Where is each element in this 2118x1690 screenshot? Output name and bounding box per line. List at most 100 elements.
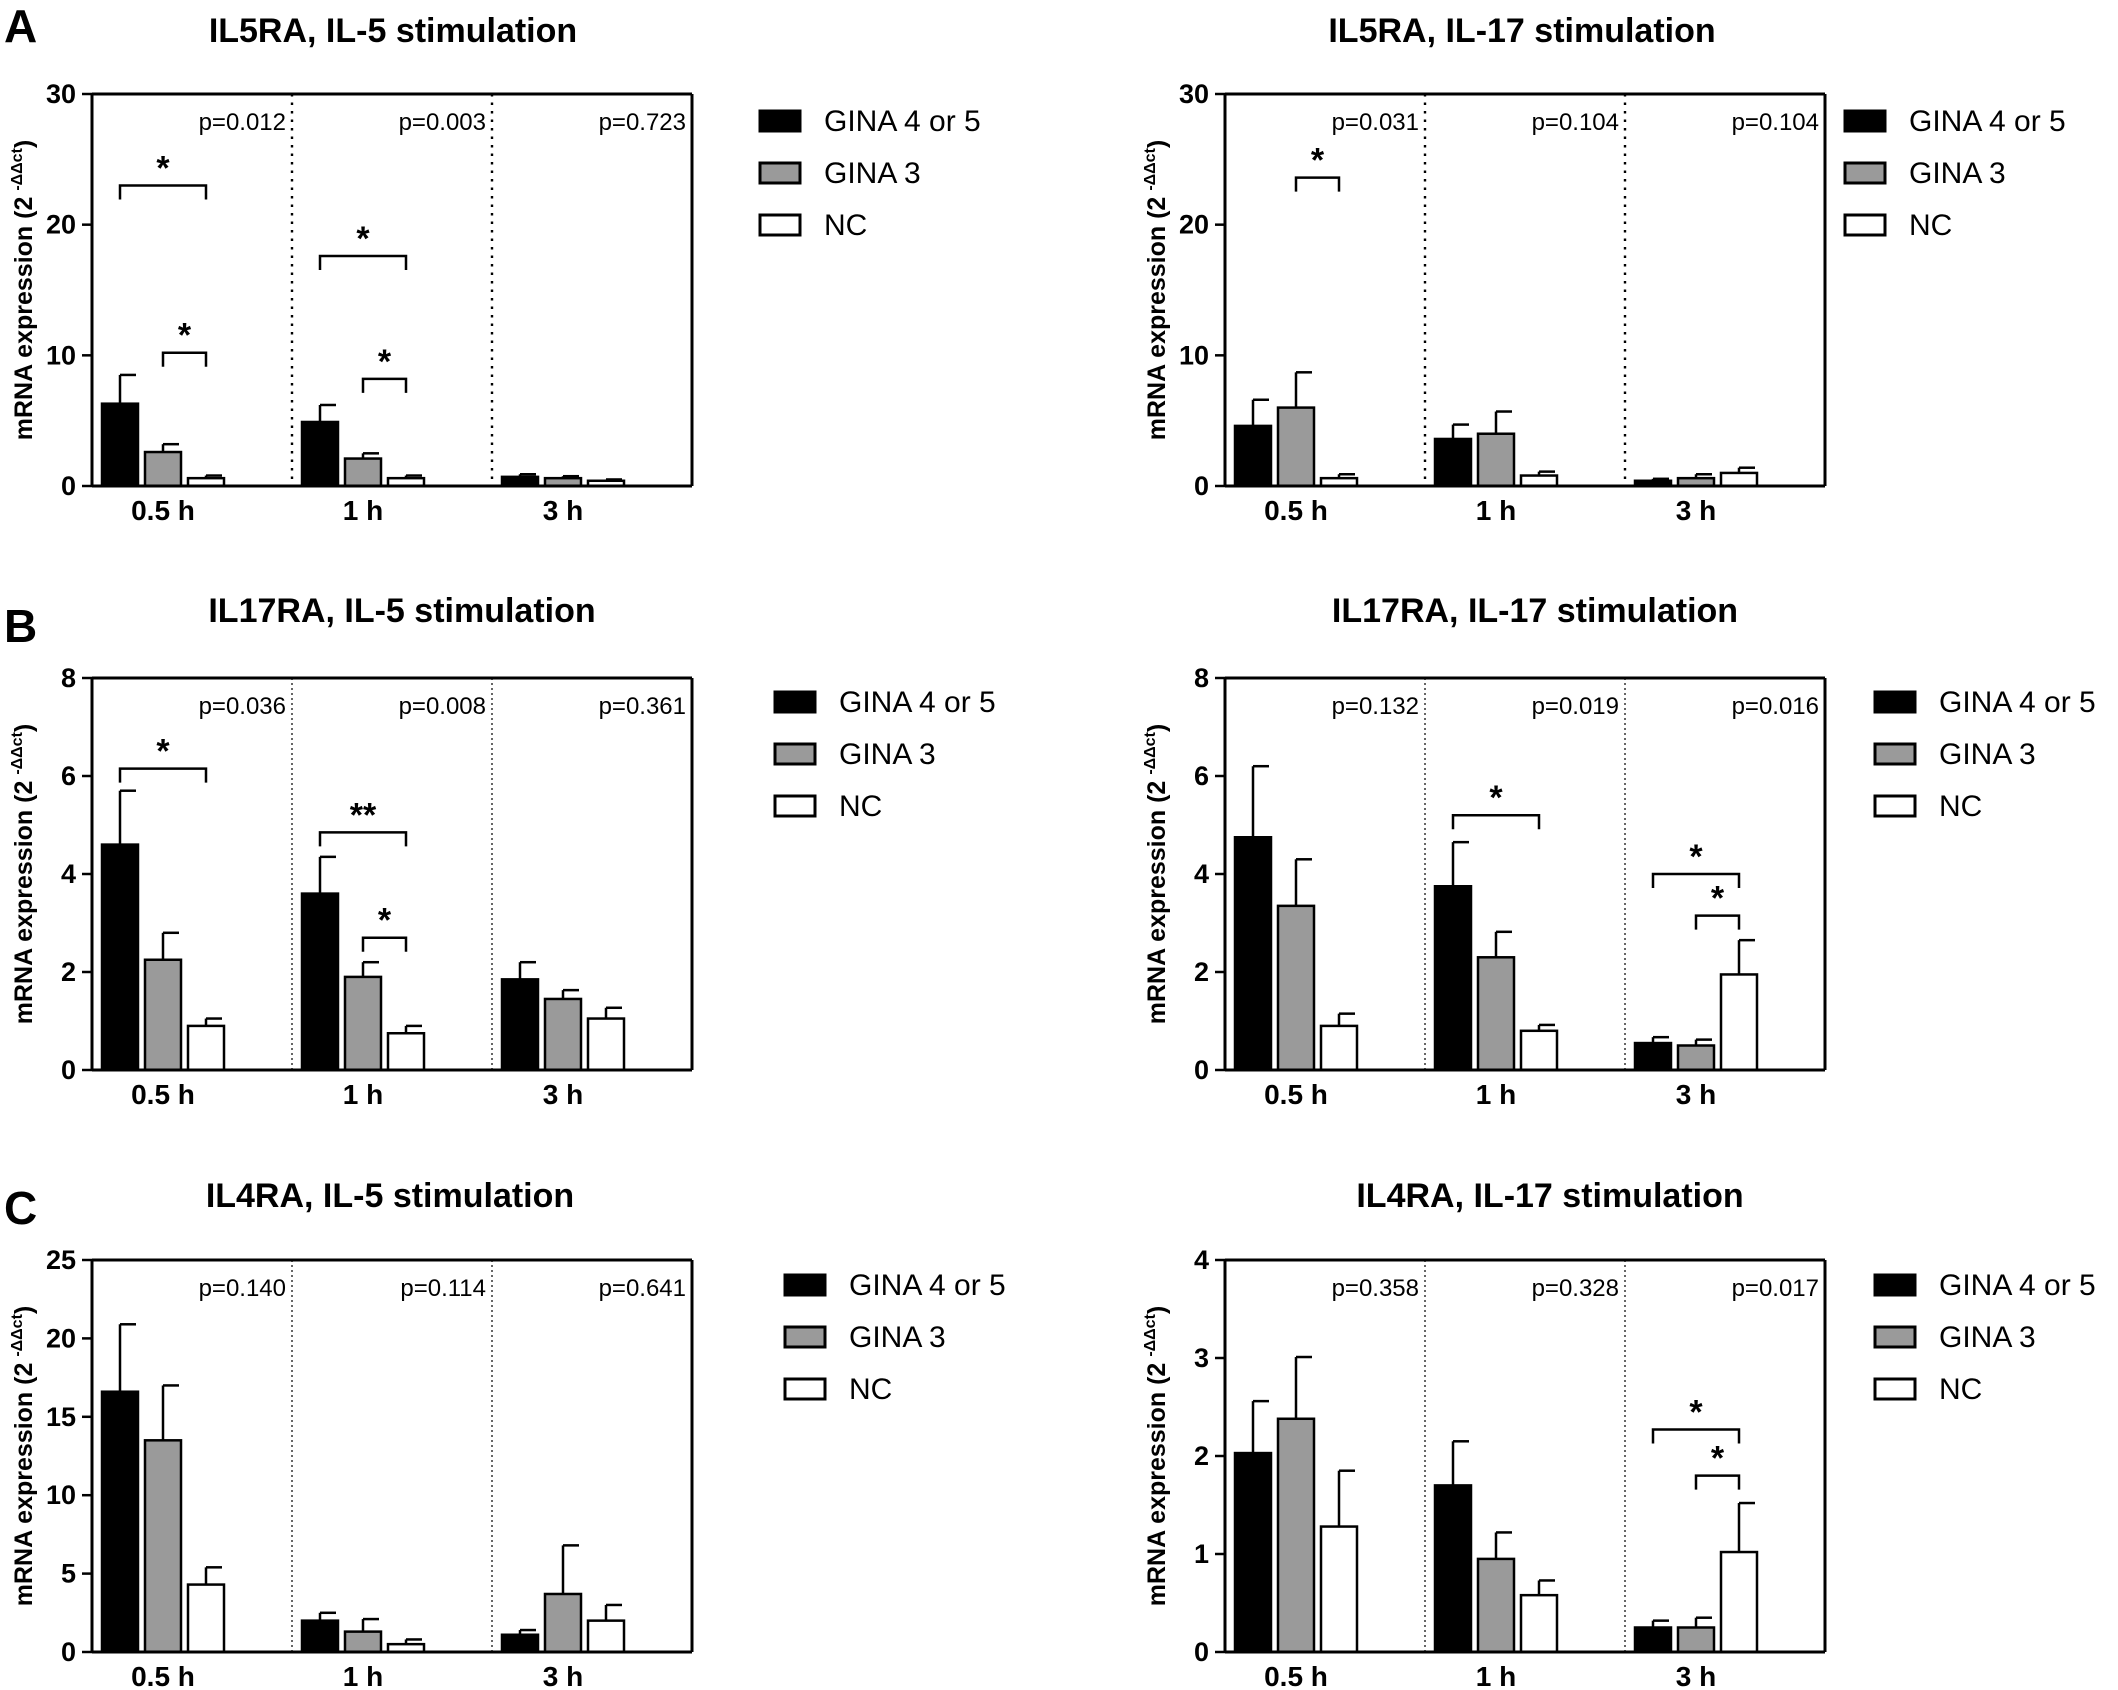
legend: GINA 4 or 5 GINA 3 NC	[1843, 105, 2066, 242]
legend-label: GINA 3	[839, 738, 936, 771]
panel-letter: B	[4, 600, 37, 652]
legend: GINA 4 or 5 GINA 3 NC	[758, 105, 981, 242]
p-value-label: p=0.012	[199, 109, 286, 136]
legend: GINA 4 or 5 GINA 3 NC	[783, 1269, 1006, 1406]
significance-label: *	[1711, 1440, 1725, 1478]
p-value-label: p=0.361	[599, 693, 686, 720]
legend-label: NC	[849, 1373, 892, 1406]
p-value-label: p=0.132	[1332, 693, 1419, 720]
y-axis-label-superscript: -ΔΔct	[9, 147, 26, 190]
bar	[1476, 1557, 1516, 1654]
significance-label: *	[1689, 838, 1703, 876]
p-value-label: p=0.723	[599, 109, 686, 136]
y-tick-label: 6	[1194, 761, 1209, 791]
p-value-label: p=0.008	[399, 693, 486, 720]
legend-label: NC	[1909, 209, 1952, 242]
y-tick-label: 2	[1194, 957, 1209, 987]
legend-label: GINA 4 or 5	[1909, 105, 2066, 138]
chart-3: B IL17RA, IL-5 stimulation mRNA expression…	[4, 592, 996, 1110]
legend-label: NC	[824, 209, 867, 242]
legend-label: GINA 4 or 5	[824, 105, 981, 138]
p-value-label: p=0.031	[1332, 109, 1419, 136]
significance-label: *	[1489, 779, 1503, 817]
x-category-label: 3 h	[1676, 495, 1716, 526]
y-tick-label: 5	[61, 1559, 76, 1589]
significance-bracket	[361, 377, 408, 393]
legend-swatch	[1843, 161, 1887, 185]
y-tick-label: 4	[1194, 859, 1209, 889]
y-tick-label: 1	[1194, 1539, 1209, 1569]
bar	[1276, 1417, 1316, 1654]
y-tick-label: 15	[46, 1402, 76, 1432]
y-tick-label: 20	[1179, 210, 1209, 240]
legend-swatch	[758, 109, 802, 133]
bar	[1633, 1041, 1673, 1072]
bar	[1319, 1525, 1359, 1654]
y-axis-label-main: mRNA expression (2	[1143, 1363, 1171, 1607]
bar	[1433, 1484, 1473, 1654]
significance-label: *	[156, 149, 170, 187]
bar	[1233, 836, 1273, 1072]
x-category-label: 1 h	[1476, 495, 1516, 526]
bar	[1476, 432, 1516, 488]
chart-5: C IL4RA, IL-5 stimulation mRNA expression …	[4, 1177, 1006, 1690]
y-axis-label-main: mRNA expression (2	[1143, 197, 1171, 441]
chart-title: IL5RA, IL-17 stimulation	[1328, 12, 1715, 50]
legend-swatch	[758, 213, 802, 237]
significance-bracket	[1694, 914, 1741, 930]
bar	[1276, 904, 1316, 1072]
significance-label: *	[1711, 880, 1725, 918]
significance-label: *	[156, 733, 170, 771]
y-tick-label: 25	[46, 1245, 76, 1275]
panel-letter: C	[4, 1182, 37, 1234]
legend-label: GINA 3	[1939, 738, 2036, 771]
bar	[300, 892, 340, 1072]
y-axis-label-main: mRNA expression (2	[1143, 781, 1171, 1025]
legend-label: GINA 3	[1939, 1321, 2036, 1354]
bar	[586, 1619, 626, 1654]
legend-swatch	[783, 1325, 827, 1349]
legend: GINA 4 or 5 GINA 3 NC	[1873, 686, 2096, 823]
panel-letter: A	[4, 0, 37, 52]
significance-label: **	[350, 796, 377, 834]
p-value-label: p=0.328	[1532, 1275, 1619, 1302]
x-category-label: 0.5 h	[131, 1661, 195, 1690]
y-tick-label: 3	[1194, 1343, 1209, 1373]
significance-bracket	[361, 936, 408, 952]
y-axis-label: mRNA expression (2 -ΔΔct)	[1142, 1306, 1171, 1606]
y-tick-label: 0	[1194, 471, 1209, 501]
legend-swatch	[1873, 742, 1917, 766]
bar	[543, 997, 583, 1072]
y-axis-label-close: )	[10, 1306, 38, 1314]
x-category-label: 0.5 h	[1264, 1661, 1328, 1690]
y-tick-label: 10	[46, 1480, 76, 1510]
y-axis-label-main: mRNA expression (2	[10, 197, 38, 441]
y-tick-label: 10	[1179, 340, 1209, 370]
legend-swatch	[773, 742, 817, 766]
significance-label: *	[378, 343, 392, 381]
significance-label: *	[378, 902, 392, 940]
bar	[343, 1630, 383, 1654]
legend-label: NC	[1939, 1373, 1982, 1406]
significance-bracket	[318, 831, 408, 847]
y-axis-label-close: )	[10, 724, 38, 732]
bar	[186, 1024, 226, 1072]
y-tick-label: 4	[1194, 1245, 1209, 1275]
chart-title: IL4RA, IL-17 stimulation	[1356, 1177, 1743, 1215]
legend-swatch	[773, 794, 817, 818]
legend-label: NC	[839, 790, 882, 823]
x-category-label: 3 h	[1676, 1661, 1716, 1690]
chart-title: IL5RA, IL-5 stimulation	[209, 12, 577, 50]
p-value-label: p=0.358	[1332, 1275, 1419, 1302]
legend-label: GINA 4 or 5	[1939, 686, 2096, 719]
bar	[1433, 437, 1473, 488]
p-value-label: p=0.036	[199, 693, 286, 720]
significance-label: *	[1689, 1394, 1703, 1432]
y-axis-label-superscript: -ΔΔct	[9, 731, 26, 774]
y-axis-label-superscript: -ΔΔct	[1142, 1313, 1159, 1356]
significance-bracket	[1451, 813, 1541, 830]
significance-bracket	[1694, 1474, 1741, 1490]
y-axis-label-superscript: -ΔΔct	[1142, 147, 1159, 190]
y-tick-label: 2	[1194, 1441, 1209, 1471]
p-value-label: p=0.016	[1732, 693, 1819, 720]
